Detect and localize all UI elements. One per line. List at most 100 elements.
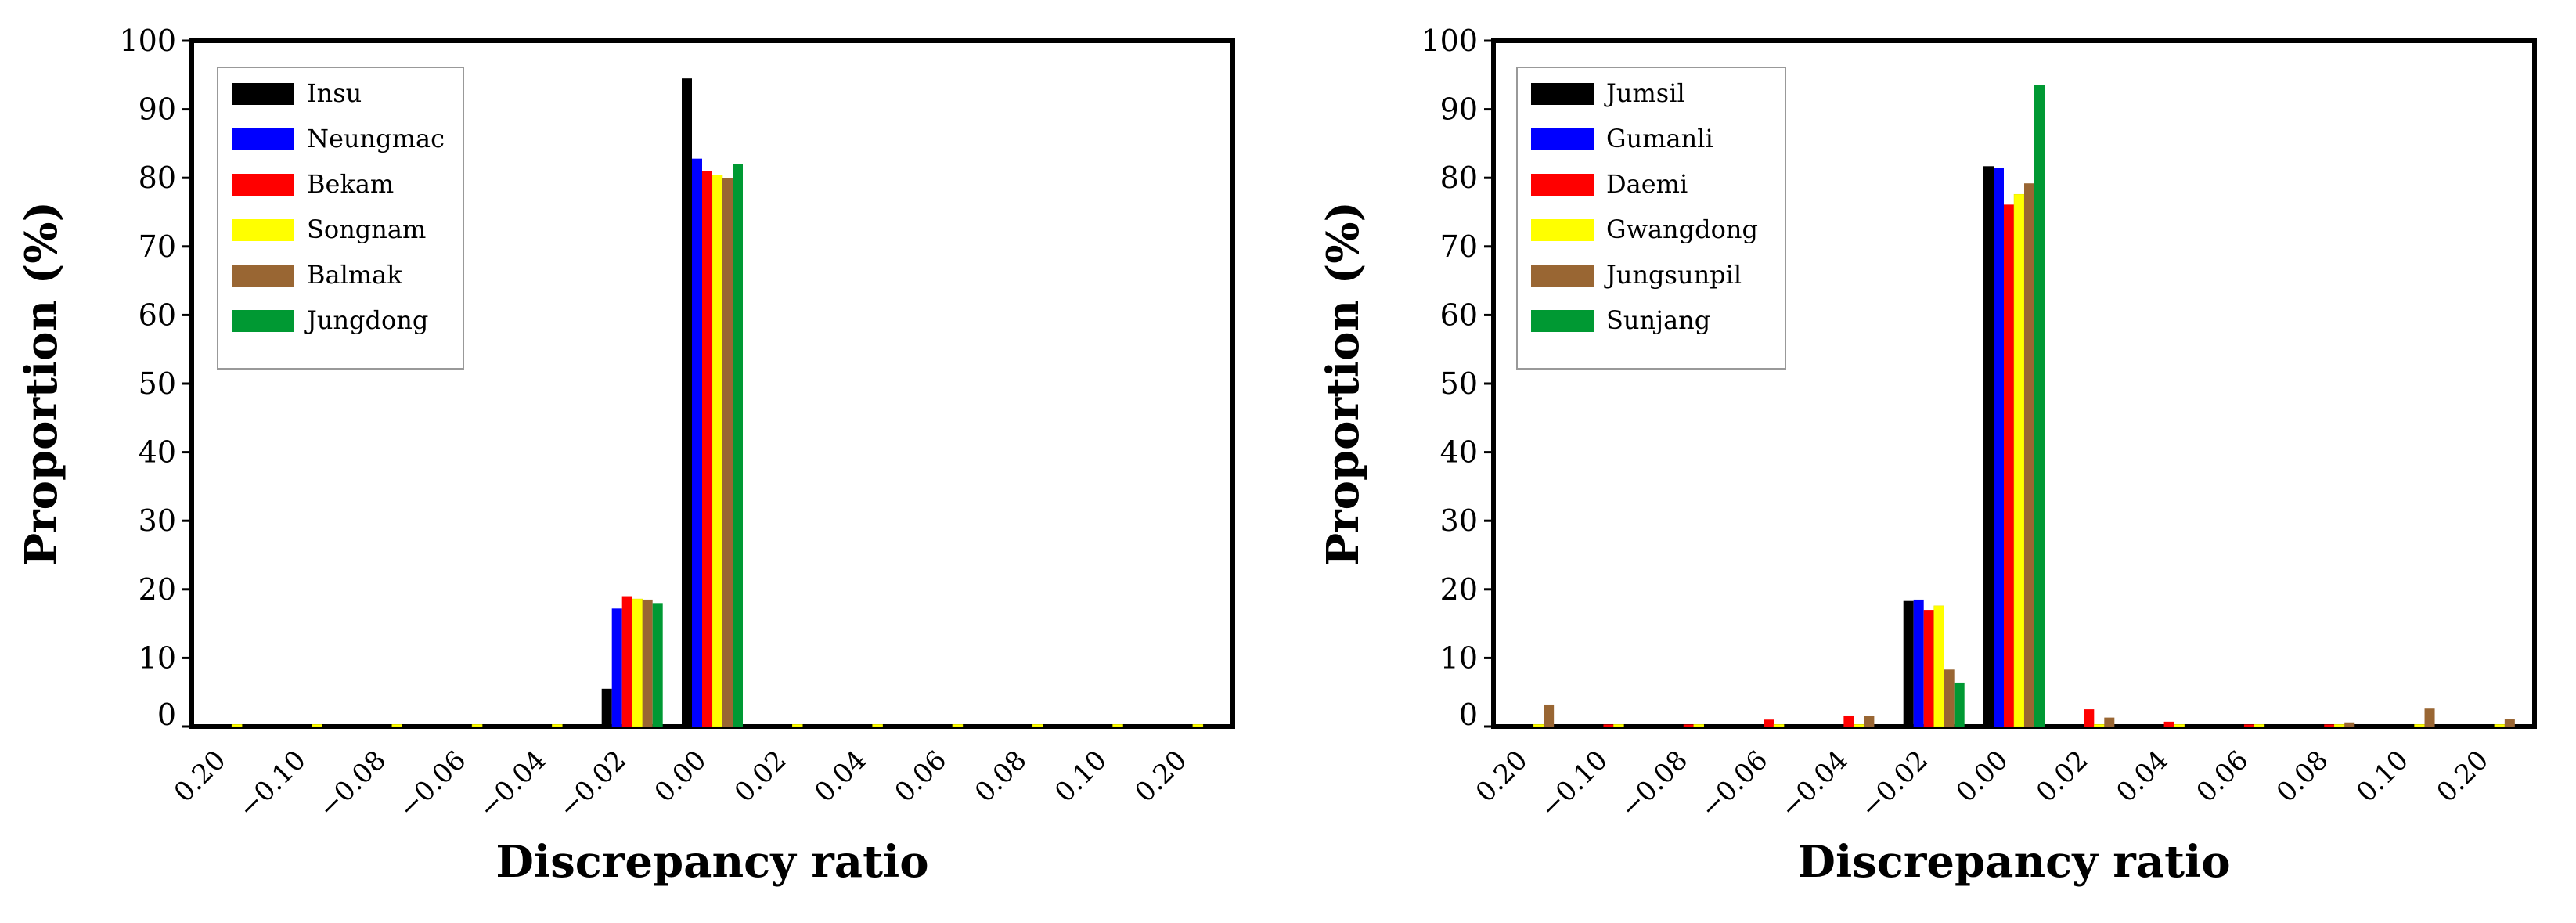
bar-neungmac-5 xyxy=(611,608,622,727)
bar-jungsunpil-7 xyxy=(2104,717,2115,727)
bar-gwangdong-11 xyxy=(2414,724,2425,727)
bar-songnam-5 xyxy=(632,598,643,727)
x-axis-title: Discrepancy ratio xyxy=(1797,836,2230,888)
bar-songnam-2 xyxy=(391,724,403,727)
x-tick-label: 0.00 xyxy=(649,745,713,809)
y-tick-label: 30 xyxy=(139,503,176,538)
legend-label: Jungdong xyxy=(304,305,428,335)
bar-gwangdong-0 xyxy=(1533,724,1544,727)
bar-gwangdong-8 xyxy=(2174,724,2185,727)
bar-gumanli-6 xyxy=(1994,168,2004,727)
bar-gumanli-5 xyxy=(1913,599,1924,727)
legend-swatch-neungmac xyxy=(232,128,294,150)
y-tick-label: 10 xyxy=(1440,640,1478,675)
bar-gwangdong-10 xyxy=(2333,724,2345,727)
y-tick-label: 20 xyxy=(1440,572,1478,607)
x-tick-label: 0.20 xyxy=(168,745,232,809)
legend-label: Neungmac xyxy=(307,124,445,153)
x-tick-label: 0.10 xyxy=(2351,745,2415,809)
bar-songnam-12 xyxy=(1192,724,1204,727)
bar-gwangdong-2 xyxy=(1693,724,1705,727)
bar-songnam-4 xyxy=(552,724,563,727)
bar-daemi-3 xyxy=(1764,719,1774,727)
y-tick-label: 30 xyxy=(1440,503,1478,538)
x-tick-label: −0.10 xyxy=(1534,745,1614,824)
bar-jungsunpil-11 xyxy=(2424,708,2435,727)
bar-daemi-5 xyxy=(1923,610,1934,727)
bar-gwangdong-3 xyxy=(1773,724,1785,727)
x-tick-label: 0.20 xyxy=(2430,745,2495,809)
legend-swatch-sunjang xyxy=(1531,310,1594,332)
y-tick-label: 10 xyxy=(139,640,176,675)
x-tick-label: 0.00 xyxy=(1951,745,2015,809)
legend-label: Sunjang xyxy=(1606,305,1710,335)
bar-songnam-11 xyxy=(1112,724,1123,727)
legend-label: Bekam xyxy=(307,169,394,199)
y-tick-label: 40 xyxy=(1440,435,1478,470)
bar-sunjang-6 xyxy=(2034,85,2045,727)
bar-songnam-9 xyxy=(952,724,964,727)
x-tick-label: −0.10 xyxy=(232,745,312,824)
bar-bekam-6 xyxy=(702,171,712,727)
x-tick-label: −0.08 xyxy=(312,745,392,824)
bar-gwangdong-7 xyxy=(2094,724,2105,727)
legend-label: Jumsil xyxy=(1604,78,1685,108)
x-tick-label: 0.02 xyxy=(2030,745,2095,809)
y-tick-label: 90 xyxy=(139,92,176,127)
bar-neungmac-6 xyxy=(692,158,702,727)
x-tick-label: 0.04 xyxy=(2110,745,2174,809)
y-tick-label: 50 xyxy=(139,366,176,401)
x-tick-label: 0.10 xyxy=(1049,745,1113,809)
legend-swatch-insu xyxy=(232,83,294,105)
legend-swatch-gumanli xyxy=(1531,128,1594,150)
bar-daemi-9 xyxy=(2243,724,2254,727)
x-tick-label: 0.20 xyxy=(1470,745,1534,809)
y-tick-label: 20 xyxy=(139,572,176,607)
bar-songnam-10 xyxy=(1032,724,1043,727)
y-tick-label: 0 xyxy=(157,698,176,732)
bar-songnam-8 xyxy=(872,724,883,727)
y-tick-label: 60 xyxy=(139,297,176,332)
bar-daemi-2 xyxy=(1683,724,1694,727)
bar-gwangdong-1 xyxy=(1613,724,1624,727)
bar-daemi-1 xyxy=(1603,724,1614,727)
y-tick-label: 60 xyxy=(1440,297,1478,332)
bar-jungdong-6 xyxy=(733,164,743,727)
bar-insu-6 xyxy=(682,78,692,727)
bar-sunjang-5 xyxy=(1954,682,1965,727)
bar-daemi-6 xyxy=(2004,204,2014,727)
x-tick-label: 0.20 xyxy=(1129,745,1193,809)
legend-swatch-songnam xyxy=(232,219,294,241)
legend-swatch-jungsunpil xyxy=(1531,265,1594,287)
legend: Jumsil Gumanli Daemi Gwangdong Jungsunpil Sun… xyxy=(1516,67,1786,370)
x-tick-label: −0.04 xyxy=(473,745,553,824)
x-tick-label: 0.04 xyxy=(809,745,873,809)
bar-jungsunpil-4 xyxy=(1864,716,1875,727)
legend-label: Daemi xyxy=(1606,169,1688,199)
y-tick-label: 70 xyxy=(139,229,176,264)
legend-label: Insu xyxy=(307,78,362,108)
x-tick-label: −0.02 xyxy=(553,745,632,824)
x-tick-label: −0.06 xyxy=(392,745,472,824)
bar-jumsil-5 xyxy=(1903,600,1914,727)
x-tick-label: 0.08 xyxy=(969,745,1033,809)
bar-jungsunpil-0 xyxy=(1544,704,1555,727)
legend-label: Jungsunpil xyxy=(1604,260,1742,290)
bar-daemi-8 xyxy=(2163,721,2174,727)
bar-songnam-7 xyxy=(792,724,803,727)
bar-jungsunpil-10 xyxy=(2344,722,2355,727)
bar-gwangdong-9 xyxy=(2254,724,2265,727)
legend-swatch-gwangdong xyxy=(1531,219,1594,241)
y-tick-label: 0 xyxy=(1459,698,1478,732)
bar-gwangdong-5 xyxy=(1933,605,1944,727)
x-tick-label: −0.06 xyxy=(1694,745,1774,824)
bar-jungsunpil-6 xyxy=(2024,183,2034,727)
y-axis-title: Proportion (%) xyxy=(16,201,67,566)
bar-balmak-6 xyxy=(722,178,733,727)
bar-balmak-5 xyxy=(642,599,653,727)
y-tick-label: 100 xyxy=(119,23,176,58)
bar-bekam-5 xyxy=(621,596,632,727)
bar-songnam-6 xyxy=(712,175,723,727)
